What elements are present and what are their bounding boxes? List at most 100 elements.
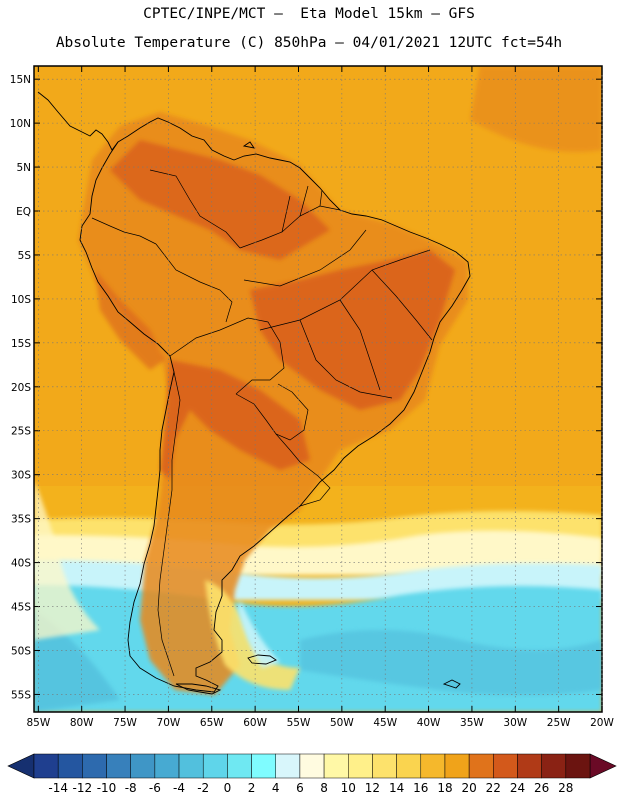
colorbar-swatch [275, 753, 301, 779]
lat-label: 5S [18, 250, 32, 262]
colorbar-label: 2 [248, 781, 256, 795]
colorbar-swatch [565, 753, 591, 779]
border-peru-brazil [155, 243, 233, 323]
colorbar-swatch [251, 753, 276, 779]
field-hot-brazil [250, 250, 455, 410]
colorbar-label: 26 [534, 781, 549, 795]
lat-label: 20S [11, 382, 31, 394]
colorbar-swatch [372, 753, 397, 779]
lon-label: 40W [417, 717, 441, 729]
colorbar-label: -2 [197, 781, 209, 795]
lon-label: 85W [26, 717, 50, 729]
border-bolivia [169, 317, 285, 395]
colorbar-under-arrow [7, 753, 35, 779]
lat-label: 50S [11, 645, 31, 657]
colorbar-swatch [493, 753, 518, 779]
country-borders [91, 169, 433, 677]
colorbar-label: -14 [48, 781, 68, 795]
lon-label: 80W [70, 717, 94, 729]
colorbar-label: -8 [125, 781, 137, 795]
lat-label: 45S [11, 602, 31, 614]
lon-label: 30W [503, 717, 527, 729]
lat-label: 15S [11, 338, 31, 350]
field-cyan-deep-east [300, 630, 602, 695]
colorbar-label: 28 [558, 781, 573, 795]
colorbar-swatch [541, 753, 567, 779]
lon-label: 20W [590, 717, 614, 729]
colorbar-swatch [57, 753, 83, 779]
colorbar-label: 22 [486, 781, 501, 795]
colorbar-label: 18 [437, 781, 452, 795]
border-chile-argentina [157, 371, 181, 677]
lon-label: 50W [330, 717, 354, 729]
lon-label: 25W [547, 717, 571, 729]
border-brazil-north [239, 205, 341, 249]
colorbar-swatch [396, 753, 422, 779]
border-uruguay [299, 461, 331, 507]
lat-label: 25S [11, 426, 31, 438]
coast-trinidad [242, 141, 255, 149]
lon-label: 35W [460, 717, 484, 729]
colorbar-label: 10 [341, 781, 356, 795]
colorbar-swatch [348, 753, 373, 779]
lon-label: 45W [373, 717, 397, 729]
colorbar [7, 753, 617, 779]
colorbar-label: 24 [510, 781, 525, 795]
colorbar-labels: -14 -12 -10 -8 -6 -4 -2 0 2 4 6 8 10 12 14 16 18 20 22 24 26… [48, 781, 573, 795]
border-guianas [281, 185, 323, 233]
coast-falklands [247, 654, 277, 665]
border-colombia-venezuela [149, 169, 241, 249]
colorbar-swatch [468, 753, 494, 779]
colorbar-label: -6 [149, 781, 161, 795]
colorbar-swatch [517, 753, 542, 779]
border-paraguay [235, 383, 309, 441]
colorbar-label: 16 [413, 781, 428, 795]
lat-label: 10N [10, 118, 31, 130]
lat-label: 10S [11, 294, 31, 306]
colorbar-swatch [299, 753, 325, 779]
field-hot-chaco [160, 360, 310, 480]
coast-tierra-del-fuego [175, 683, 222, 695]
border-brazil-states-5 [243, 229, 367, 287]
lat-label: 30S [11, 470, 31, 482]
colorbar-swatch [154, 753, 180, 779]
border-brazil-states-3 [339, 299, 381, 391]
colorbar-label: 12 [365, 781, 380, 795]
colorbar-swatch [130, 753, 156, 779]
lon-label: 65W [200, 717, 224, 729]
longitude-labels: 85W 80W 75W 70W 65W 60W 55W 50W 45W 40W 35W 30W 25W 2… [26, 717, 614, 729]
lon-label: 60W [243, 717, 267, 729]
colorbar-swatch [33, 753, 59, 779]
colorbar-label: -10 [97, 781, 117, 795]
colorbar-swatch [420, 753, 446, 779]
border-brazil-states-2 [299, 319, 393, 399]
field-hot-peru [95, 270, 165, 370]
lat-label: 15N [10, 74, 31, 86]
colorbar-swatch [323, 753, 349, 779]
field-patagonia-cyan [238, 600, 280, 668]
lon-label: 70W [157, 717, 181, 729]
field-pale-southwest [34, 480, 100, 640]
coast-central-america [37, 91, 235, 161]
colorbar-swatch [227, 753, 252, 779]
temperature-field [34, 66, 602, 712]
colorbar-label: 0 [224, 781, 232, 795]
colorbar-label: 20 [461, 781, 476, 795]
lat-label: 55S [11, 689, 31, 701]
field-hot-north [110, 140, 330, 260]
colorbar-label: 6 [296, 781, 304, 795]
lon-label: 55W [287, 717, 311, 729]
lat-label: 40S [11, 558, 31, 570]
colorbar-swatch [444, 753, 470, 779]
border-ecuador-peru [91, 217, 157, 245]
colorbar-label: 14 [389, 781, 404, 795]
colorbar-label: -12 [73, 781, 93, 795]
border-brazil-states-4 [371, 269, 433, 341]
coast-south-america [79, 141, 471, 693]
colorbar-swatch [106, 753, 131, 779]
lat-label: 35S [11, 514, 31, 526]
chart-title: CPTEC/INPE/MCT – Eta Model 15km – GFS [143, 6, 475, 22]
colorbar-swatch [178, 753, 204, 779]
lat-label: EQ [16, 206, 31, 218]
latitude-labels: 15N 10N 5N EQ 5S 10S 15S 20S 25S 30S 35S 40S 45S 50S 5… [10, 74, 32, 701]
